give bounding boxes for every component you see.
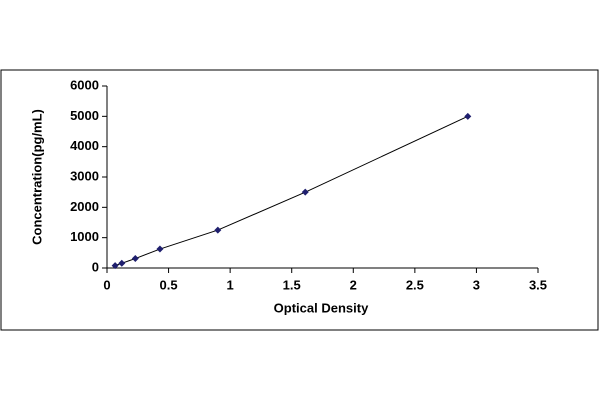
x-tick-label: 3.5 — [529, 277, 547, 292]
data-point — [301, 188, 309, 196]
x-tick-label: 1 — [227, 277, 234, 292]
data-point — [464, 112, 472, 120]
y-tick-label: 3000 — [70, 168, 99, 183]
x-axis-label: Optical Density — [274, 300, 369, 315]
y-tick-label: 6000 — [70, 77, 99, 92]
y-tick-label: 2000 — [70, 199, 99, 214]
y-tick-label: 4000 — [70, 138, 99, 153]
x-tick-label: 1.5 — [283, 277, 301, 292]
data-point — [118, 259, 126, 267]
data-point — [111, 262, 119, 270]
x-tick-label: 0 — [103, 277, 110, 292]
y-tick-label: 1000 — [70, 229, 99, 244]
x-tick-label: 2 — [350, 277, 357, 292]
data-point — [156, 245, 164, 253]
x-tick-label: 0.5 — [160, 277, 178, 292]
data-point — [131, 255, 139, 263]
y-axis-label: Concentration(pg/mL) — [29, 109, 44, 245]
x-tick-label: 2.5 — [406, 277, 424, 292]
data-point — [214, 226, 222, 234]
x-tick-label: 3 — [473, 277, 480, 292]
chart-frame — [0, 69, 599, 331]
y-tick-label: 5000 — [70, 108, 99, 123]
y-tick-label: 0 — [92, 259, 99, 274]
